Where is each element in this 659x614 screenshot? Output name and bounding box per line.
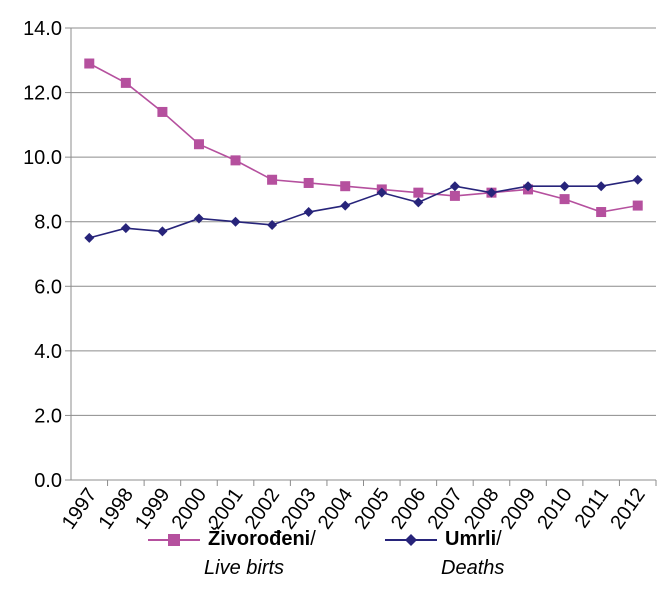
- axes: [65, 27, 657, 486]
- x-tick-label: 2010: [533, 484, 577, 533]
- data-point-live-births: [84, 58, 95, 69]
- x-tick-label: 2009: [497, 484, 541, 533]
- data-point-deaths: [230, 216, 241, 227]
- data-point-live-births: [340, 181, 351, 192]
- legend-deaths: Umrli / Deaths: [385, 528, 504, 580]
- data-point-deaths: [340, 200, 351, 211]
- data-point-deaths: [559, 181, 570, 192]
- y-tick-label: 8.0: [34, 212, 62, 234]
- data-point-live-births: [449, 190, 460, 201]
- data-point-deaths: [267, 219, 278, 230]
- x-tick-label: 2001: [204, 484, 248, 533]
- data-point-deaths: [486, 187, 497, 198]
- data-point-deaths: [193, 213, 204, 224]
- legend-swatch-live-births: [148, 533, 200, 547]
- y-tick-label: 0.0: [34, 470, 62, 492]
- data-point-deaths: [303, 207, 314, 218]
- legend-separator: /: [310, 528, 316, 550]
- x-tick-label: 2011: [571, 484, 614, 532]
- x-tick-label: 2008: [460, 484, 504, 533]
- data-point-deaths: [596, 181, 607, 192]
- data-point-deaths: [376, 187, 387, 198]
- data-point-live-births: [267, 174, 278, 185]
- y-tick-label: 4.0: [34, 341, 62, 363]
- x-tick-label: 2006: [387, 484, 431, 533]
- x-tick-label: 2007: [423, 484, 467, 533]
- x-tick-label: 2000: [168, 484, 212, 533]
- data-point-live-births: [413, 187, 424, 198]
- y-tick-label: 2.0: [34, 405, 62, 427]
- x-tick-label: 2002: [241, 484, 285, 533]
- x-tick-label: 1998: [94, 484, 138, 533]
- legend-sublabel-live-births: Live birts: [204, 557, 285, 579]
- x-axis-tick-labels: 1997199819992000200120022003200420052006…: [58, 484, 650, 533]
- data-point-live-births: [303, 177, 314, 188]
- data-point-live-births: [559, 194, 570, 205]
- data-point-live-births: [157, 106, 168, 117]
- y-tick-label: 10.0: [23, 147, 62, 169]
- data-point-live-births: [596, 207, 607, 218]
- x-tick-label: 2005: [350, 484, 394, 533]
- series-line-deaths: [89, 178, 638, 239]
- data-point-deaths: [449, 181, 460, 192]
- data-point-live-births: [193, 139, 204, 150]
- legend-live-births: Živorođeni / Live birts: [148, 528, 316, 580]
- y-axis-tick-labels: 0.0 2.0 4.0 6.0 8.0 10.0 12.0 14.0: [23, 18, 62, 492]
- data-point-deaths: [523, 181, 534, 192]
- legend-swatch-deaths: [385, 533, 437, 547]
- x-tick-label: 2003: [277, 484, 321, 533]
- series-layer: [84, 58, 643, 243]
- x-tick-label: 2012: [606, 484, 650, 533]
- legend-sublabel-deaths: Deaths: [441, 557, 505, 579]
- y-tick-label: 14.0: [23, 18, 62, 40]
- y-tick-label: 12.0: [23, 83, 62, 105]
- data-point-deaths: [120, 223, 131, 234]
- data-point-live-births: [120, 77, 131, 88]
- y-tick-label: 6.0: [34, 276, 62, 298]
- data-point-live-births: [230, 155, 241, 166]
- data-point-deaths: [84, 232, 95, 243]
- data-point-deaths: [157, 226, 168, 237]
- legend-separator: /: [496, 528, 502, 550]
- x-tick-label: 2004: [314, 484, 358, 533]
- data-point-deaths: [413, 197, 424, 208]
- series-line-live-births: [88, 62, 638, 213]
- data-point-live-births: [632, 200, 643, 211]
- data-point-deaths: [632, 174, 643, 185]
- legend-label-deaths: Umrli: [445, 528, 497, 550]
- legend-label-live-births: Živorođeni: [208, 528, 311, 550]
- gridlines: [71, 27, 656, 416]
- x-tick-label: 1999: [131, 484, 175, 533]
- x-tick-label: 1997: [58, 484, 102, 533]
